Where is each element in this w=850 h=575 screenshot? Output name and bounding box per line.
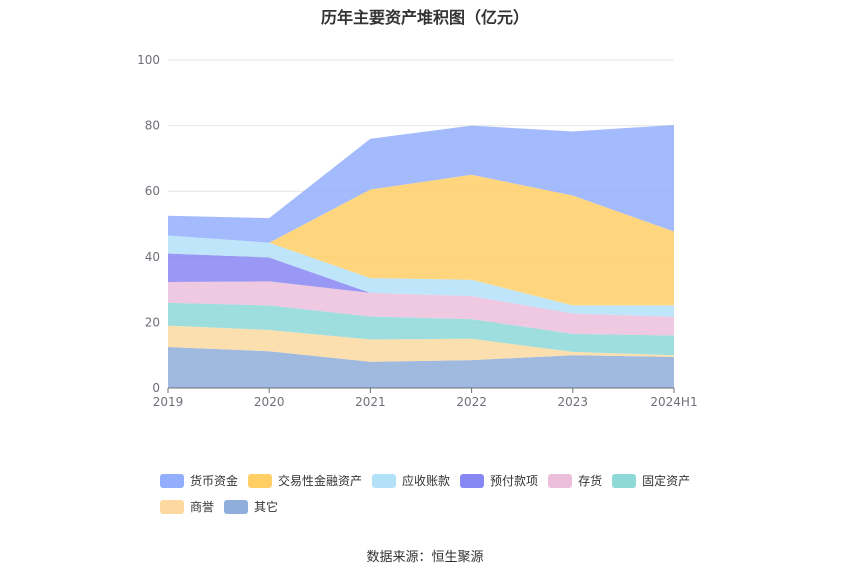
legend-label: 应收账款 — [402, 474, 451, 488]
area-series-固定资产 — [168, 302, 674, 356]
y-tick-label: 80 — [145, 119, 160, 133]
area-series-商誉 — [168, 325, 674, 362]
legend-label: 预付款项 — [490, 474, 539, 488]
chart-title: 历年主要资产堆积图（亿元） — [320, 8, 529, 27]
legend-item[interactable]: 商誉 — [160, 498, 214, 515]
y-tick-label: 20 — [145, 315, 160, 329]
legend-swatch — [460, 473, 485, 488]
x-tick-label: 2020 — [254, 395, 285, 409]
area-series-应收账款 — [168, 235, 674, 317]
legend-label: 固定资产 — [642, 474, 691, 488]
legend-label: 货币资金 — [190, 474, 239, 488]
legend-swatch — [160, 473, 184, 488]
x-tick-label: 2022 — [456, 395, 487, 409]
legend-item[interactable]: 其它 — [224, 498, 278, 515]
source-note: 数据来源：恒生聚源 — [366, 550, 484, 565]
area-series-货币资金 — [168, 124, 674, 243]
y-tick-label: 0 — [152, 381, 160, 395]
legend-item[interactable]: 存货 — [548, 472, 602, 489]
area-series-存货 — [168, 281, 674, 336]
x-tick-label: 2024H1 — [650, 395, 697, 409]
y-tick-label: 40 — [145, 250, 160, 264]
legend-label: 其它 — [254, 500, 279, 514]
legend-swatch — [612, 473, 637, 488]
area-series-预付款项 — [168, 253, 674, 317]
legend-item[interactable]: 固定资产 — [612, 472, 690, 489]
legend-swatch — [160, 499, 184, 514]
y-tick-label: 100 — [137, 53, 160, 67]
legend-label: 存货 — [578, 474, 603, 488]
legend-label: 商誉 — [190, 500, 215, 514]
legend-swatch — [248, 473, 273, 488]
area-series-其它 — [168, 347, 674, 388]
legend-swatch — [372, 473, 397, 488]
y-tick-label: 60 — [145, 184, 160, 198]
legend-item[interactable]: 预付款项 — [460, 472, 538, 489]
x-tick-label: 2023 — [558, 395, 589, 409]
x-tick-label: 2021 — [355, 395, 386, 409]
legend-item[interactable]: 货币资金 — [160, 472, 238, 489]
legend-label: 交易性金融资产 — [278, 474, 363, 488]
area-series-交易性金融资产 — [168, 174, 674, 306]
legend-item[interactable]: 交易性金融资产 — [248, 472, 362, 489]
legend-item[interactable]: 应收账款 — [372, 472, 450, 489]
axis-layer: 0 20 40 60 80 100 2019 2020 2021 2022 2023 2024H1 — [137, 53, 698, 409]
legend: 货币资金 交易性金融资产 应收账款 预付款项 存货 固定资产商誉 其它 — [160, 472, 720, 524]
x-tick-label: 2019 — [153, 395, 184, 409]
area-layer — [168, 124, 674, 388]
legend-swatch — [548, 473, 573, 488]
legend-swatch — [224, 499, 249, 514]
